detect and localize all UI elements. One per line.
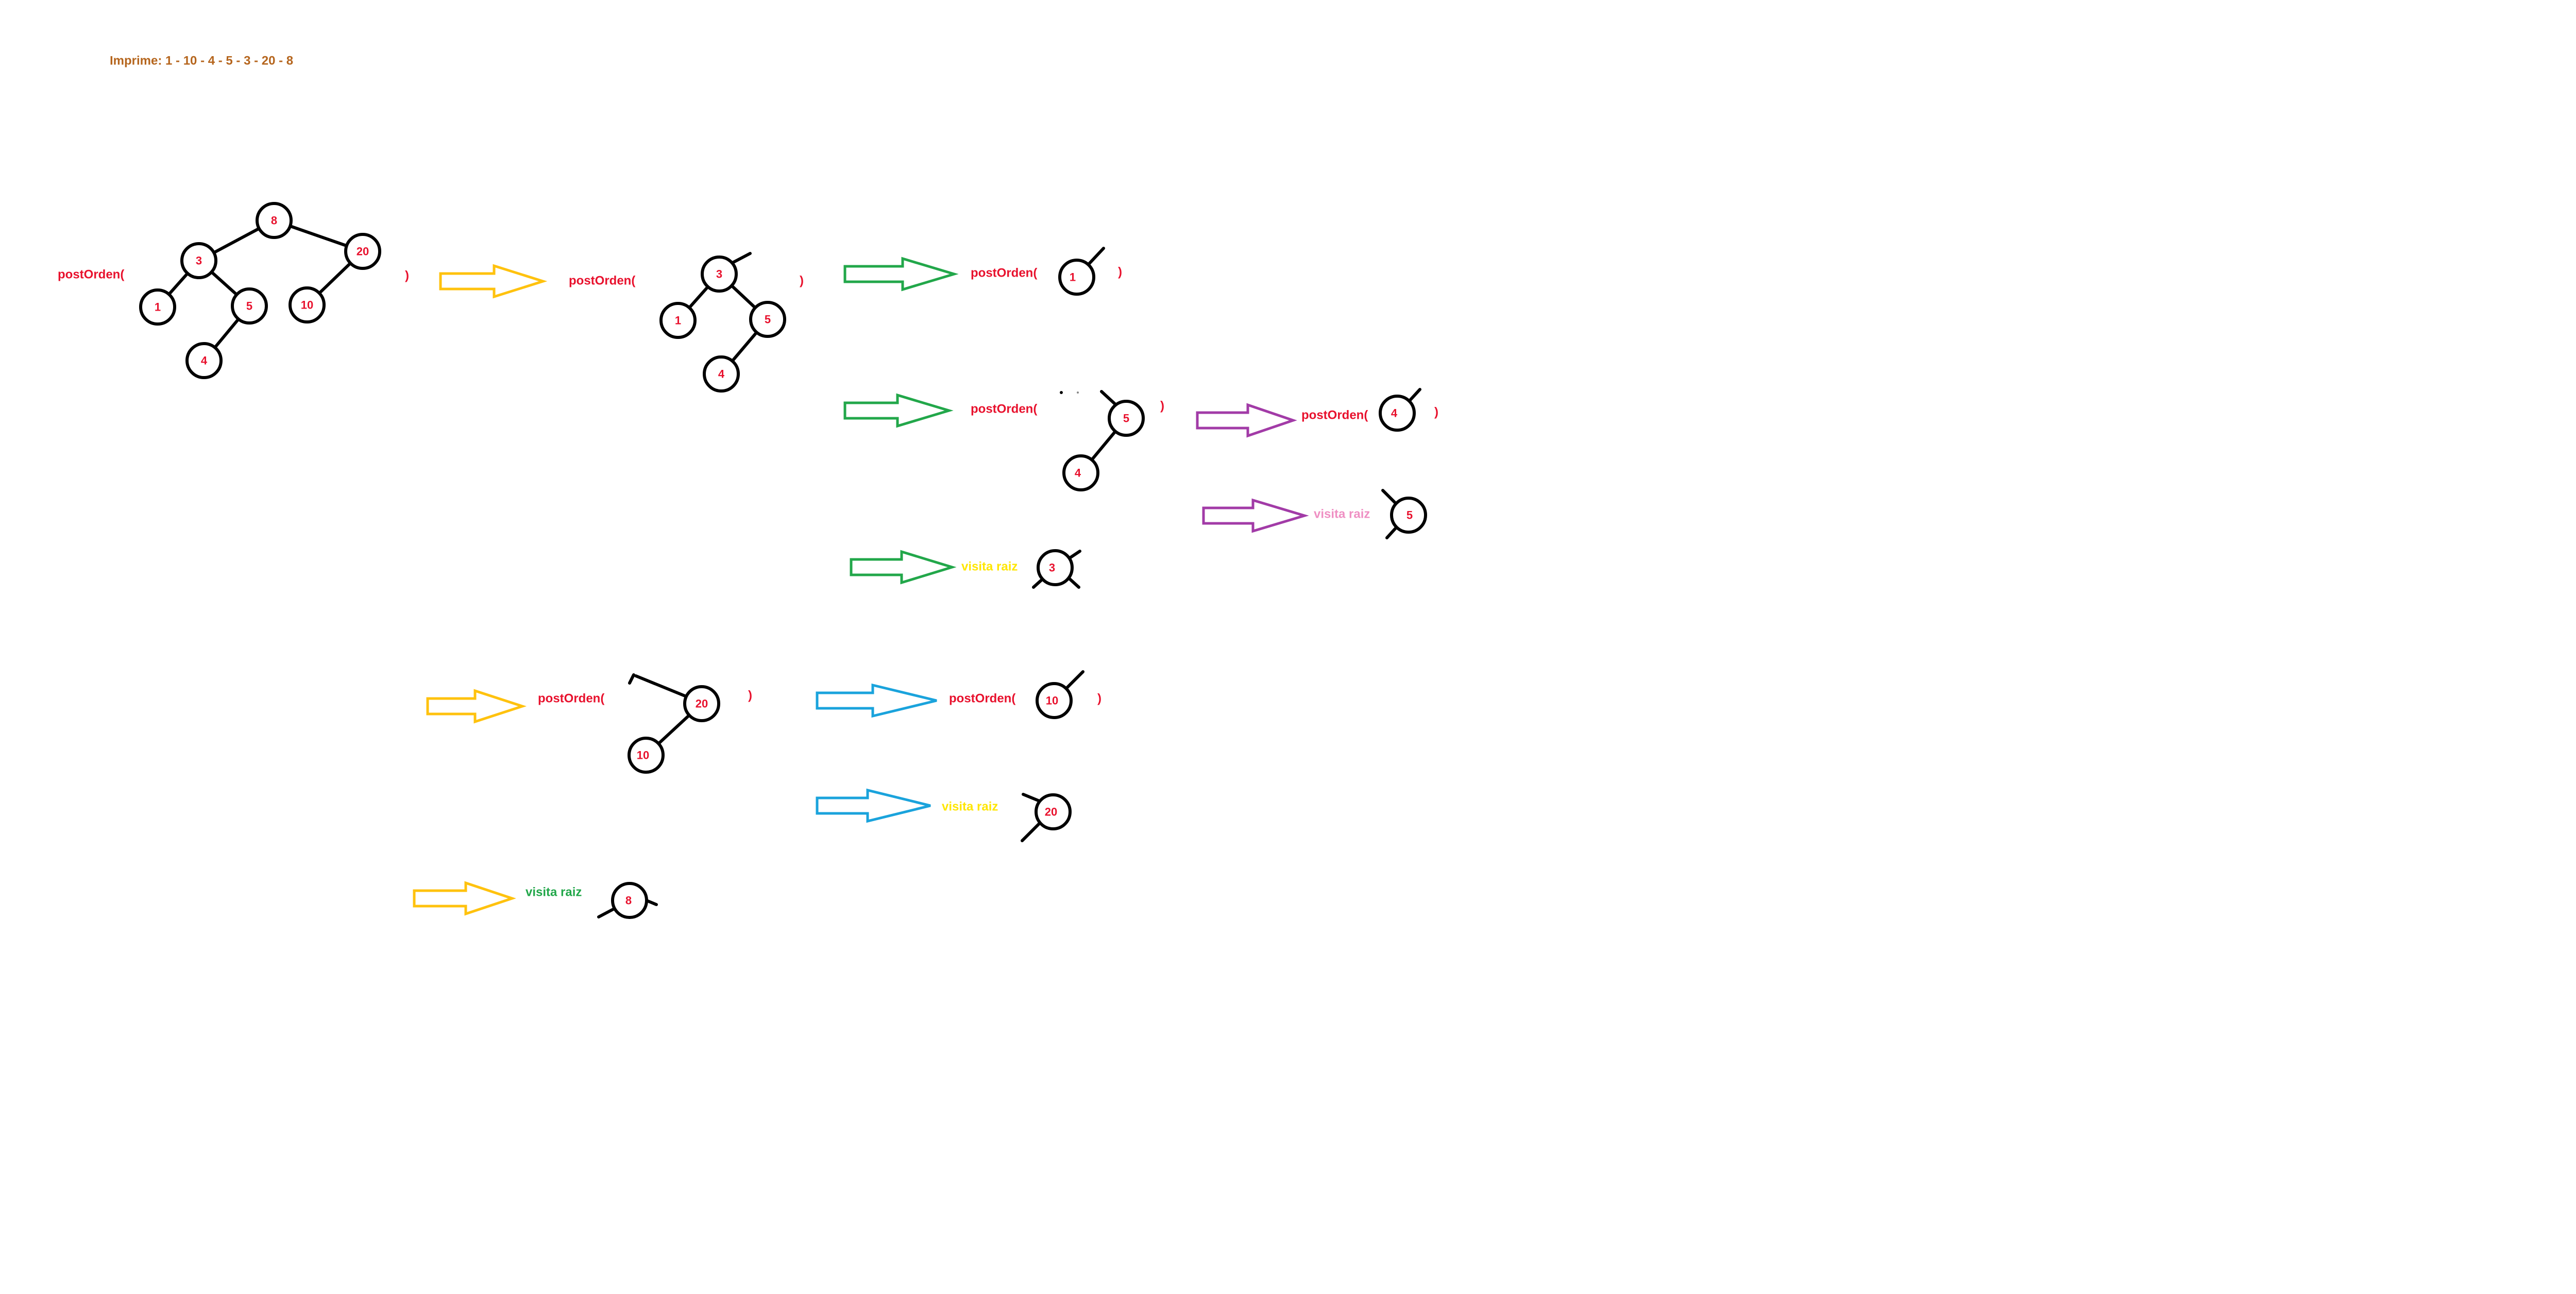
svg-text:5: 5 [1406, 509, 1413, 522]
svg-text:10: 10 [637, 749, 649, 762]
svg-text:5: 5 [765, 313, 771, 326]
visit-root-label: visita raiz [526, 886, 582, 899]
tree-node: 10 [289, 286, 326, 324]
tree-node: 3 [1037, 549, 1074, 586]
close-paren: ) [1118, 265, 1122, 279]
svg-text:5: 5 [246, 300, 252, 313]
visited-node-5: 5 [1381, 489, 1427, 539]
arrow-icon [816, 788, 931, 823]
svg-text:20: 20 [357, 245, 369, 258]
tree-node: 10 [1036, 682, 1073, 719]
arrow-icon [1202, 498, 1309, 533]
svg-text:1: 1 [1070, 271, 1076, 284]
call-label: postOrden( [1301, 408, 1368, 422]
tree-node: 4 [185, 342, 223, 379]
visited-node-20: 20 [1021, 793, 1072, 842]
svg-text:4: 4 [718, 368, 725, 381]
tree-node: 1 [139, 288, 176, 326]
tree-node: 5 [1390, 497, 1427, 534]
tree-node: 4 [1062, 454, 1099, 491]
svg-text:4: 4 [1075, 467, 1081, 480]
close-paren: ) [1097, 692, 1101, 706]
svg-text:3: 3 [196, 254, 202, 267]
svg-text:8: 8 [271, 214, 277, 227]
tree-node: 10 [628, 737, 665, 774]
tree-node: 20 [1035, 793, 1072, 830]
svg-text:3: 3 [1049, 561, 1055, 574]
arrow-icon [413, 881, 516, 916]
arrow-icon [843, 257, 959, 292]
visit-root-label: visita raiz [942, 800, 998, 814]
call-label: postOrden( [971, 402, 1037, 416]
visited-node-3: 3 [1032, 549, 1081, 589]
svg-text:4: 4 [1391, 407, 1398, 420]
tree-node: 4 [1379, 395, 1416, 432]
call-label: postOrden( [971, 266, 1037, 280]
tree-node: 4 [703, 355, 740, 393]
tree-node: 5 [749, 301, 786, 338]
tree-node: 8 [256, 202, 293, 239]
subtree-5: 5 4 [1060, 390, 1145, 491]
svg-text:1: 1 [155, 301, 161, 314]
call-label: postOrden( [569, 274, 635, 288]
arrow-icon [439, 264, 548, 299]
svg-text:20: 20 [696, 697, 708, 710]
close-paren: ) [1160, 399, 1164, 413]
arrow-icon [816, 683, 937, 718]
tree-node: 5 [1108, 400, 1145, 437]
tree-node: 20 [344, 233, 381, 270]
svg-text:4: 4 [201, 354, 208, 367]
tree-node: 5 [231, 287, 268, 325]
arrow-icon [843, 393, 954, 428]
call-label-main: postOrden( [58, 268, 124, 282]
call-label: postOrden( [949, 692, 1015, 706]
svg-text:5: 5 [1123, 412, 1129, 425]
visit-root-label: visita raiz [1314, 507, 1370, 521]
svg-text:10: 10 [301, 299, 313, 312]
subtree-20: 20 10 [628, 673, 720, 774]
svg-text:8: 8 [625, 894, 632, 907]
tree-main: 8 3 20 1 5 10 4 [139, 202, 381, 379]
svg-text:20: 20 [1045, 806, 1057, 819]
arrow-icon [1196, 403, 1297, 438]
arrow-icon [426, 689, 527, 724]
print-order-line: Imprime: 1 - 10 - 4 - 5 - 3 - 20 - 8 [110, 54, 293, 68]
tree-node: 8 [611, 882, 648, 919]
tree-node: 3 [701, 256, 738, 293]
tree-node: 1 [1058, 259, 1095, 296]
close-paren: ) [800, 274, 804, 288]
arrow-icon [850, 550, 957, 585]
svg-text:1: 1 [675, 314, 681, 327]
subtree-4: 4 [1379, 388, 1421, 432]
call-label: postOrden( [538, 692, 604, 706]
close-paren: ) [405, 269, 409, 283]
close-paren: ) [748, 689, 752, 703]
tree-node: 3 [180, 242, 217, 279]
subtree-10: 10 [1036, 670, 1084, 719]
subtree-1: 1 [1058, 247, 1105, 296]
svg-text:10: 10 [1046, 694, 1058, 707]
tree-node: 20 [683, 685, 720, 722]
svg-text:3: 3 [716, 268, 722, 281]
visit-root-label: visita raiz [961, 560, 1018, 574]
tree-node: 1 [659, 302, 697, 339]
visited-node-8: 8 [597, 882, 658, 919]
close-paren: ) [1434, 405, 1438, 419]
subtree-3: 3 1 5 4 [659, 252, 786, 393]
